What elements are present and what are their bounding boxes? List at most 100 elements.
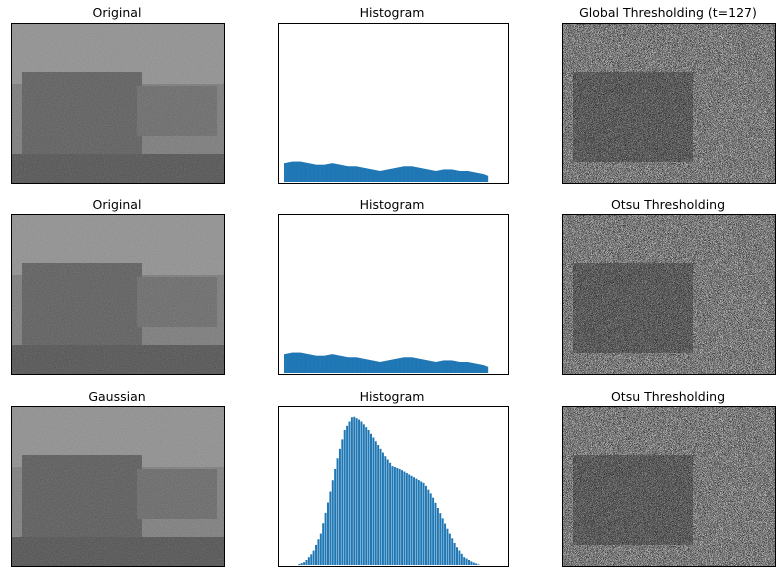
histogram-bar bbox=[463, 171, 465, 182]
histogram-bar bbox=[362, 167, 364, 182]
histogram-bar bbox=[409, 166, 411, 182]
histogram-bar bbox=[424, 168, 427, 182]
histogram-bar bbox=[476, 172, 478, 182]
histogram-bar bbox=[310, 554, 313, 565]
histogram-bar bbox=[457, 361, 459, 373]
image-otsu-1 bbox=[562, 214, 776, 375]
histogram-bar bbox=[447, 360, 449, 373]
histogram-bar bbox=[381, 361, 384, 373]
histogram-bar bbox=[400, 166, 402, 182]
histogram-bar bbox=[405, 357, 407, 373]
histogram-bar bbox=[434, 361, 436, 373]
histogram-bar bbox=[367, 429, 370, 565]
histogram-bar bbox=[378, 361, 380, 373]
histogram-bar bbox=[404, 357, 406, 373]
histogram-bar bbox=[462, 171, 464, 182]
histogram-bar bbox=[379, 362, 381, 373]
histogram-bar bbox=[475, 363, 477, 373]
histogram-bar bbox=[367, 359, 369, 373]
histogram-bar bbox=[300, 161, 302, 182]
histogram-bar bbox=[364, 359, 366, 373]
histogram-bar bbox=[328, 354, 330, 373]
histogram-bar bbox=[345, 165, 347, 182]
histogram-bar bbox=[297, 161, 299, 182]
histogram-bar bbox=[286, 353, 288, 373]
histogram-bar bbox=[304, 162, 306, 182]
histogram-bar bbox=[295, 161, 297, 182]
histogram-bar bbox=[393, 359, 395, 373]
histogram-bar bbox=[418, 167, 420, 182]
histogram-bar bbox=[449, 360, 451, 373]
histogram-bar bbox=[422, 482, 425, 565]
histogram-bar bbox=[347, 166, 349, 182]
histogram-bar bbox=[382, 361, 384, 373]
histogram-bar bbox=[475, 363, 478, 373]
histogram-bar bbox=[400, 357, 402, 373]
histogram-bar bbox=[442, 169, 444, 182]
histogram-bar bbox=[444, 360, 446, 373]
histogram-bar bbox=[324, 355, 326, 373]
histogram-bar bbox=[397, 358, 399, 373]
histogram-bar bbox=[452, 360, 454, 373]
histogram-bar bbox=[305, 353, 307, 373]
histogram-bar bbox=[404, 166, 406, 182]
histogram-bar bbox=[334, 163, 337, 182]
image-original-2 bbox=[11, 214, 225, 375]
histogram-bar bbox=[420, 168, 422, 182]
histogram-bar bbox=[299, 352, 302, 373]
histogram-bar bbox=[355, 357, 357, 373]
histogram-bar bbox=[343, 165, 345, 182]
histogram-bar bbox=[432, 170, 434, 182]
histogram-bar bbox=[466, 171, 468, 182]
image-global-threshold bbox=[562, 23, 776, 184]
histogram-bar bbox=[402, 166, 404, 182]
histogram-bar bbox=[401, 357, 403, 373]
histogram-bar bbox=[412, 357, 414, 373]
histogram-bar bbox=[453, 169, 455, 182]
histogram-bar bbox=[481, 173, 483, 182]
histogram-bar bbox=[356, 357, 358, 373]
histogram-bar bbox=[361, 358, 363, 373]
histogram-bar bbox=[415, 167, 417, 182]
histogram-bar bbox=[364, 168, 366, 182]
histogram-bar bbox=[370, 360, 372, 373]
histogram-bar bbox=[302, 353, 304, 373]
histogram-bar bbox=[416, 358, 419, 373]
histogram-bar bbox=[456, 361, 458, 373]
histogram-bar bbox=[371, 169, 373, 182]
histogram-bar bbox=[415, 478, 418, 565]
histogram-bar bbox=[335, 354, 337, 373]
histogram-bar bbox=[479, 173, 482, 182]
histogram-svg-2 bbox=[283, 352, 489, 373]
histogram-bar bbox=[328, 163, 330, 182]
histogram-bar bbox=[440, 170, 442, 182]
histogram-bar bbox=[336, 458, 339, 565]
title-r2-c0: Gaussian bbox=[88, 389, 146, 404]
histogram-bar bbox=[385, 360, 388, 373]
histogram-bar bbox=[416, 358, 418, 373]
histogram-bar bbox=[416, 167, 419, 182]
histogram-bar bbox=[436, 361, 439, 373]
histogram-bar bbox=[405, 357, 407, 373]
histogram-bar bbox=[315, 355, 317, 373]
histogram-bar bbox=[310, 163, 312, 182]
histogram-bar bbox=[322, 523, 325, 565]
histogram-bar bbox=[391, 466, 394, 565]
histogram-bar bbox=[350, 357, 352, 373]
histogram-bar bbox=[350, 417, 353, 565]
histogram-bar bbox=[358, 419, 361, 565]
histogram-svg-1 bbox=[283, 161, 489, 182]
histogram-bar bbox=[335, 163, 337, 182]
histogram-bar bbox=[463, 362, 465, 373]
histogram-bar bbox=[468, 171, 470, 182]
histogram-bar bbox=[306, 353, 308, 373]
histogram-bar bbox=[392, 359, 394, 373]
histogram-bar bbox=[486, 175, 488, 182]
histogram-bar bbox=[470, 561, 473, 565]
histogram-bar bbox=[417, 358, 419, 373]
histogram-bar bbox=[301, 161, 303, 182]
histogram-bar bbox=[377, 170, 380, 182]
histogram-bar bbox=[459, 171, 461, 182]
title-r1-c0: Original bbox=[92, 197, 142, 212]
histogram-bar bbox=[352, 166, 354, 182]
